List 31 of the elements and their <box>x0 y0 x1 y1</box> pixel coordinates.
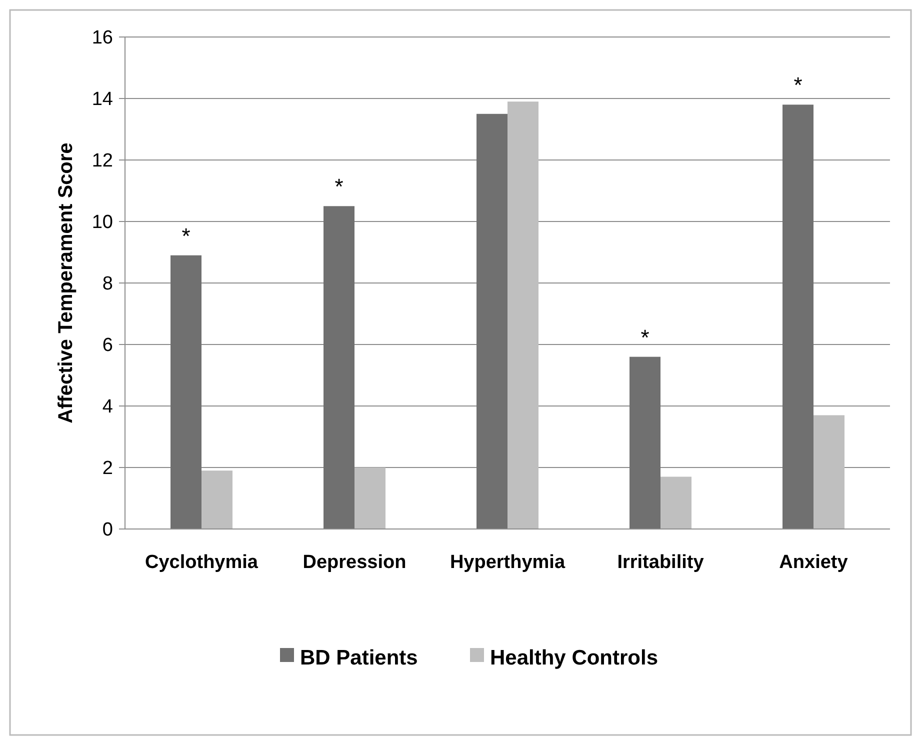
bar <box>354 468 386 529</box>
legend-label: Healthy Controls <box>490 646 658 670</box>
bar <box>170 255 202 529</box>
y-axis-title: Affective Temperament Score <box>55 142 77 424</box>
bar <box>660 476 692 529</box>
x-tick-label: Irritability <box>617 552 704 573</box>
bar <box>476 114 508 529</box>
y-tick-label: 2 <box>102 458 113 480</box>
bar <box>202 470 232 529</box>
bar <box>508 102 538 529</box>
bar <box>324 206 354 529</box>
y-tick-label: 6 <box>102 335 113 356</box>
x-tick-label: Anxiety <box>779 552 848 573</box>
y-tick-label: 10 <box>92 212 113 234</box>
bar <box>782 104 814 529</box>
y-tick-label: 4 <box>102 396 114 418</box>
y-tick-label: 14 <box>92 89 114 110</box>
x-tick-label: Hyperthymia <box>450 552 566 573</box>
y-tick-label: 12 <box>92 150 113 172</box>
x-tick-label: Cyclothymia <box>145 552 258 573</box>
y-tick-label: 0 <box>102 520 113 541</box>
annotation: * <box>182 223 191 248</box>
legend-label: BD Patients <box>300 646 418 670</box>
bar <box>814 415 844 529</box>
annotation: * <box>334 174 344 200</box>
y-tick-label: 8 <box>102 274 113 295</box>
y-tick-label: 16 <box>92 28 113 49</box>
bar <box>630 356 660 529</box>
x-tick-label: Depression <box>302 552 406 573</box>
annotation: * <box>640 324 650 350</box>
annotation: * <box>794 72 803 98</box>
